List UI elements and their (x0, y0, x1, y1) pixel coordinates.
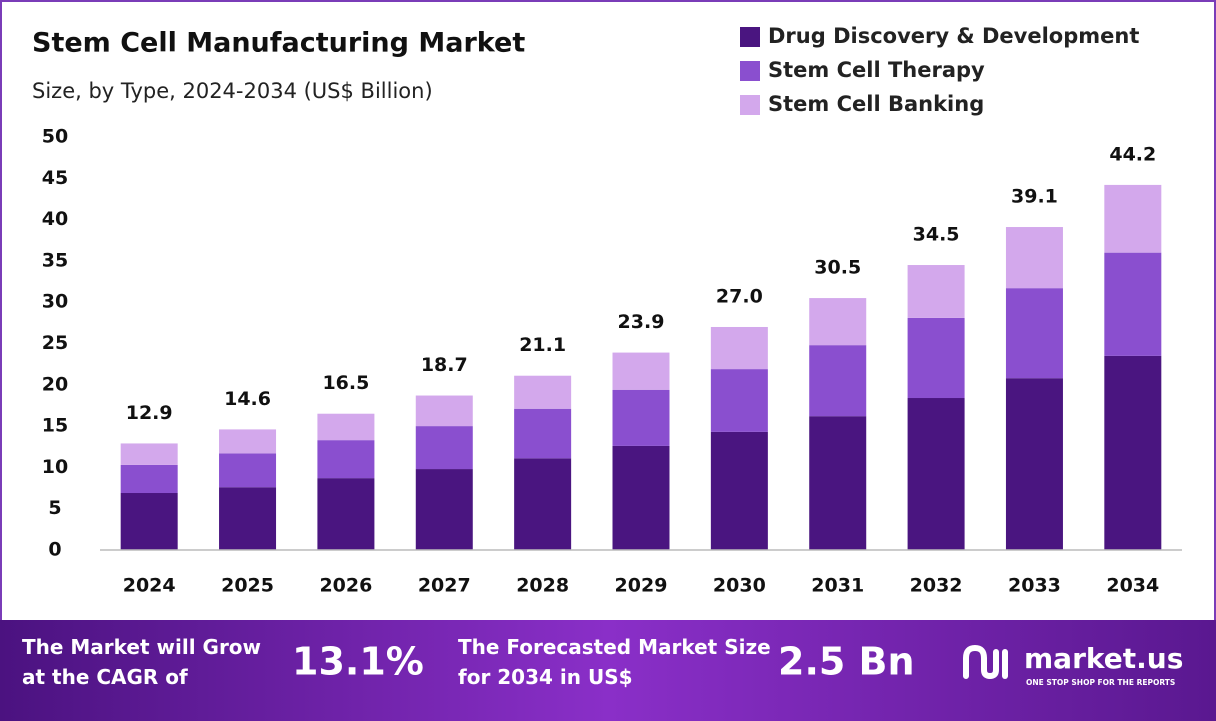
y-tick-label: 40 (42, 208, 68, 230)
total-label: 44.2 (1109, 143, 1156, 165)
legend-swatch (740, 27, 760, 47)
x-tick-label: 2028 (516, 575, 569, 597)
chart-title: Stem Cell Manufacturing Market (32, 28, 525, 59)
bar-segment (1104, 355, 1162, 550)
bar-segment (415, 395, 473, 427)
legend-label: Drug Discovery & Development (768, 24, 1139, 48)
y-tick-label: 0 (48, 539, 61, 561)
total-label: 30.5 (814, 257, 861, 279)
y-tick-label: 5 (48, 497, 61, 519)
brand-logo (963, 644, 1008, 680)
bar-segment (219, 429, 277, 454)
x-tick-label: 2030 (713, 575, 766, 597)
bar-segment (710, 431, 768, 550)
total-label: 27.0 (716, 285, 763, 307)
legend-swatch (740, 95, 760, 115)
footer-cagr-text: The Market will Grow at the CAGR of (22, 635, 261, 689)
bar-segment (809, 416, 867, 550)
bar-segment (415, 469, 473, 550)
bar-segment (415, 426, 473, 470)
footer-forecast-text: The Forecasted Market Size for 2034 in US… (458, 635, 771, 689)
bar-segment (710, 369, 768, 432)
bar-segment (1005, 227, 1063, 289)
total-label: 16.5 (322, 372, 369, 394)
x-tick-label: 2026 (319, 575, 372, 597)
brand-tagline: ONE STOP SHOP FOR THE REPORTS (1026, 678, 1175, 687)
x-tick-label: 2032 (910, 575, 963, 597)
bar-segment (907, 317, 965, 399)
y-tick-label: 50 (42, 126, 68, 148)
x-tick-label: 2033 (1008, 575, 1061, 597)
bar-segment (809, 345, 867, 417)
x-tick-label: 2029 (615, 575, 668, 597)
bar-segment (120, 493, 178, 550)
y-tick-label: 45 (42, 167, 68, 189)
bar-segment (907, 265, 965, 318)
bar-segment (317, 440, 375, 479)
bar-segment (514, 458, 572, 550)
bar-segment (317, 413, 375, 441)
footer-cagr-value: 13.1% (292, 640, 424, 684)
bar-segment (1104, 252, 1162, 356)
total-label: 21.1 (519, 334, 566, 356)
y-tick-label: 20 (42, 373, 68, 395)
chart-subtitle: Size, by Type, 2024-2034 (US$ Billion) (32, 79, 433, 103)
bar-segment (317, 478, 375, 550)
total-label: 14.6 (224, 388, 271, 410)
bar-segment (219, 453, 277, 488)
y-tick-label: 15 (42, 415, 68, 437)
bar-segment (120, 464, 178, 494)
y-tick-label: 10 (42, 456, 68, 478)
y-tick-label: 25 (42, 332, 68, 354)
x-tick-label: 2031 (811, 575, 864, 597)
y-tick-label: 30 (42, 291, 68, 313)
bar-segment (514, 408, 572, 459)
total-label: 23.9 (618, 311, 665, 333)
bar-segment (907, 398, 965, 550)
bar-segment (120, 443, 178, 465)
legend-swatch (740, 61, 760, 81)
total-label: 34.5 (913, 224, 960, 246)
bar-segment (514, 375, 572, 409)
brand-name: market.us (1024, 642, 1183, 675)
bar-segment (612, 352, 670, 390)
x-tick-label: 2034 (1106, 575, 1159, 597)
bar-segment (219, 487, 277, 550)
bar-segment (1005, 288, 1063, 379)
total-label: 39.1 (1011, 186, 1058, 208)
x-tick-label: 2024 (123, 575, 176, 597)
footer-forecast-value: 2.5 Bn (778, 640, 915, 684)
total-label: 12.9 (126, 402, 173, 424)
bar-segment (809, 298, 867, 346)
bar-segment (1005, 378, 1063, 550)
bar-segment (710, 326, 768, 370)
bar-segment (612, 445, 670, 550)
legend: Drug Discovery & Development Stem Cell Th… (740, 24, 1139, 116)
bar-segment (612, 389, 670, 446)
x-tick-label: 2027 (418, 575, 471, 597)
y-tick-label: 35 (42, 249, 68, 271)
bar-segment (1104, 184, 1162, 253)
footer-banner (0, 620, 1216, 721)
legend-label: Stem Cell Banking (768, 92, 984, 116)
x-tick-label: 2025 (221, 575, 274, 597)
total-label: 18.7 (421, 354, 468, 376)
legend-label: Stem Cell Therapy (768, 58, 985, 82)
